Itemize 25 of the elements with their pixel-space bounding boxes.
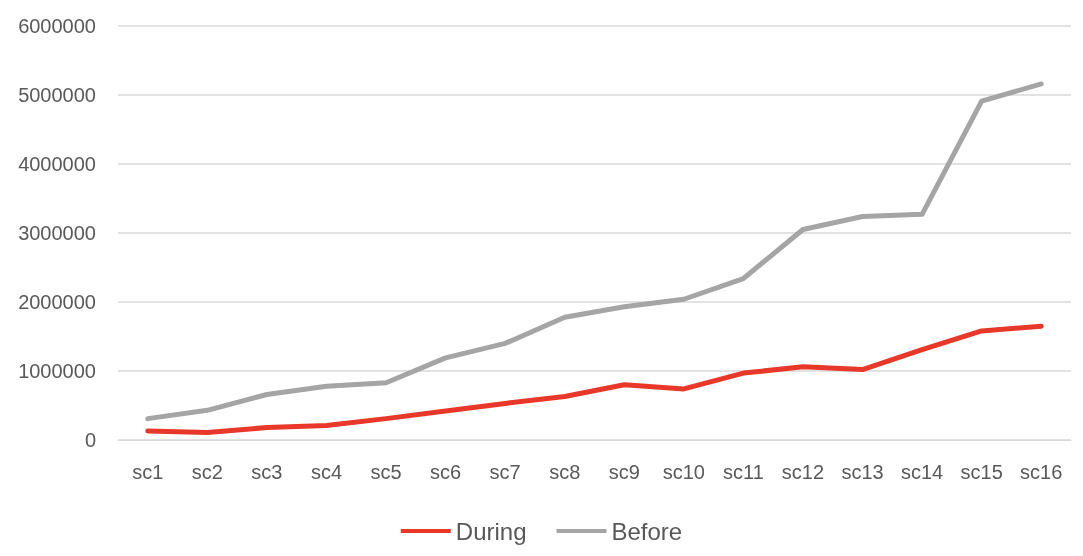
x-tick-label: sc6 bbox=[430, 461, 462, 483]
x-tick-label: sc15 bbox=[960, 461, 1003, 483]
x-tick-label: sc14 bbox=[900, 461, 944, 483]
y-tick-label: 0 bbox=[84, 429, 96, 451]
y-tick-label: 5000000 bbox=[18, 84, 96, 106]
x-tick-label: sc2 bbox=[191, 461, 223, 483]
x-tick-label: sc8 bbox=[549, 461, 581, 483]
legend-label: During bbox=[455, 517, 527, 545]
legend-label: Before bbox=[611, 517, 683, 545]
x-tick-label: sc10 bbox=[662, 461, 705, 483]
y-tick-label: 1000000 bbox=[18, 360, 96, 382]
x-tick-label: sc4 bbox=[310, 461, 343, 483]
x-tick-label: sc5 bbox=[370, 461, 402, 483]
y-tick-label: 3000000 bbox=[18, 222, 96, 244]
x-tick-label: sc7 bbox=[489, 461, 521, 483]
y-tick-label: 4000000 bbox=[18, 153, 96, 175]
x-tick-label: sc13 bbox=[841, 461, 884, 483]
y-tick-label: 6000000 bbox=[18, 15, 96, 37]
x-tick-label: sc16 bbox=[1020, 461, 1063, 483]
x-tick-label: sc11 bbox=[723, 461, 764, 483]
x-tick-label: sc9 bbox=[608, 461, 640, 483]
x-tick-label: sc12 bbox=[781, 461, 825, 483]
y-tick-label: 2000000 bbox=[18, 291, 96, 313]
x-tick-label: sc3 bbox=[251, 461, 283, 483]
x-tick-label: sc1 bbox=[132, 461, 164, 483]
